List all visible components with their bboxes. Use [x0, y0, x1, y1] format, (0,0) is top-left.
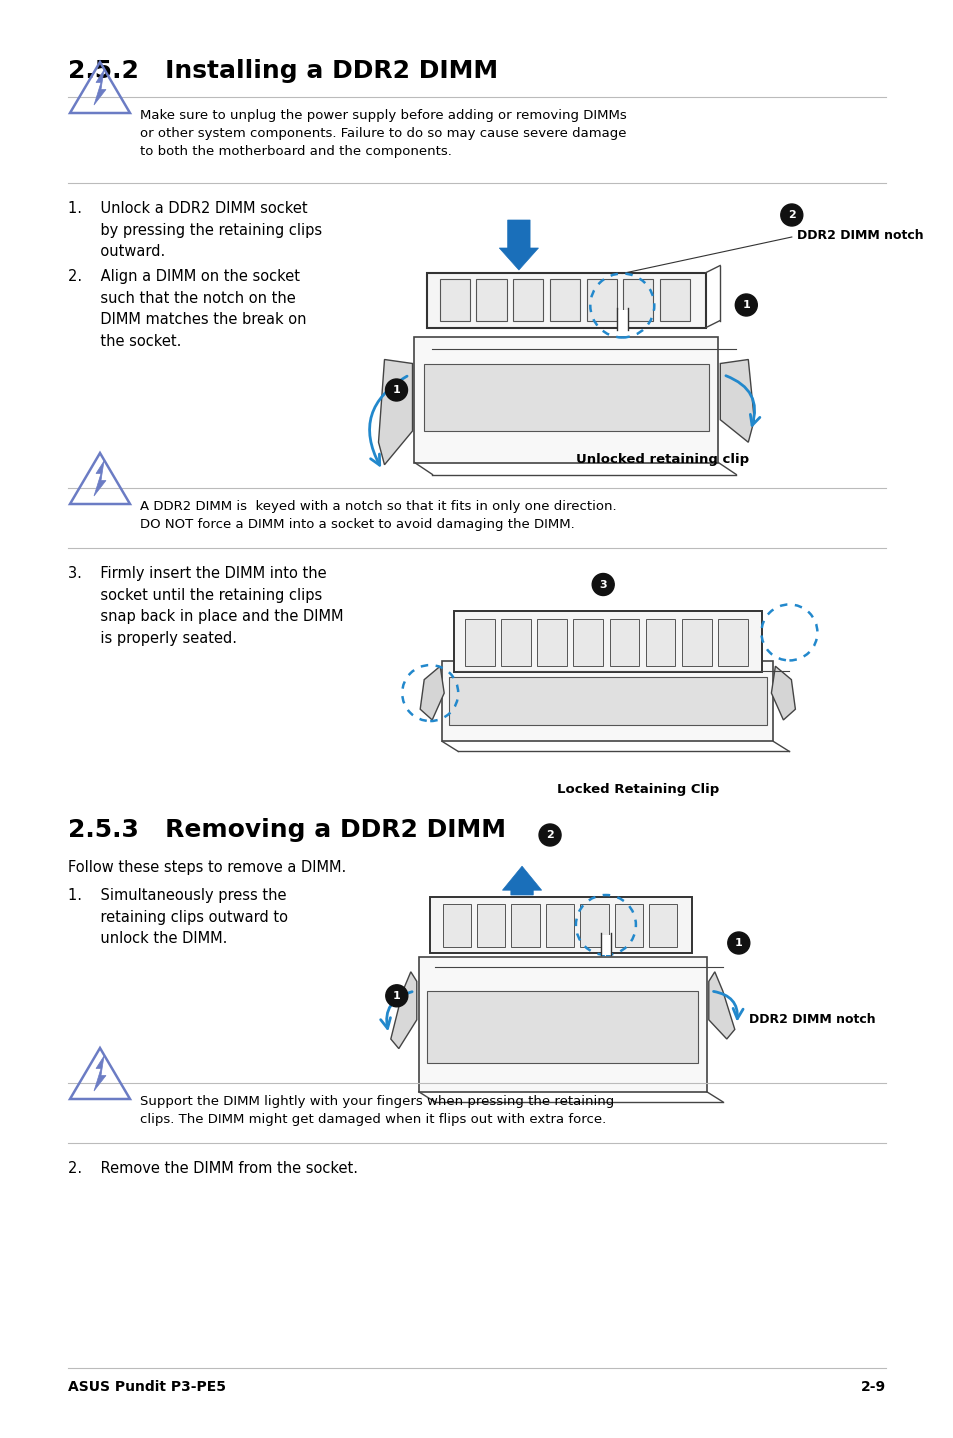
Text: Unlocked retaining clip: Unlocked retaining clip: [576, 453, 748, 466]
Bar: [476, 905, 505, 948]
Bar: [659, 279, 689, 321]
Circle shape: [538, 824, 560, 846]
Polygon shape: [708, 972, 734, 1040]
Polygon shape: [94, 462, 106, 496]
Circle shape: [385, 380, 407, 401]
Polygon shape: [419, 666, 444, 720]
Bar: [476, 279, 506, 321]
Text: 2.    Remove the DIMM from the socket.: 2. Remove the DIMM from the socket.: [68, 1160, 357, 1176]
Polygon shape: [378, 360, 412, 464]
Bar: [549, 279, 579, 321]
Bar: [537, 618, 566, 666]
Circle shape: [727, 932, 749, 953]
Polygon shape: [94, 70, 106, 105]
Text: 2.5.3   Removing a DDR2 DIMM: 2.5.3 Removing a DDR2 DIMM: [68, 818, 505, 843]
Bar: [439, 279, 469, 321]
Text: 1.    Unlock a DDR2 DIMM socket
       by pressing the retaining clips
       ou: 1. Unlock a DDR2 DIMM socket by pressing…: [68, 201, 322, 259]
Bar: [573, 618, 602, 666]
Polygon shape: [502, 866, 541, 894]
Bar: [442, 905, 470, 948]
Bar: [579, 905, 608, 948]
Bar: [614, 905, 642, 948]
Circle shape: [780, 204, 802, 226]
Text: 2: 2: [787, 210, 795, 220]
Text: 1: 1: [393, 991, 400, 1001]
Text: 3.    Firmly insert the DIMM into the
       socket until the retaining clips
  : 3. Firmly insert the DIMM into the socke…: [68, 567, 343, 646]
Bar: [500, 618, 530, 666]
Text: 1: 1: [734, 938, 741, 948]
Bar: [681, 618, 711, 666]
Text: 2.5.2   Installing a DDR2 DIMM: 2.5.2 Installing a DDR2 DIMM: [68, 59, 497, 83]
Bar: [616, 311, 627, 329]
Bar: [545, 905, 574, 948]
Bar: [448, 677, 766, 725]
Text: 1: 1: [741, 301, 749, 311]
Polygon shape: [771, 666, 795, 720]
Bar: [427, 991, 698, 1063]
Text: A DDR2 DIMM is  keyed with a notch so that it fits in only one direction.
DO NOT: A DDR2 DIMM is keyed with a notch so tha…: [140, 500, 616, 531]
Bar: [454, 611, 761, 672]
Polygon shape: [391, 972, 416, 1048]
Text: Follow these steps to remove a DIMM.: Follow these steps to remove a DIMM.: [68, 860, 346, 874]
Text: Support the DIMM lightly with your fingers when pressing the retaining
clips. Th: Support the DIMM lightly with your finge…: [140, 1094, 614, 1126]
Text: DDR2 DIMM notch: DDR2 DIMM notch: [748, 1014, 875, 1027]
Bar: [423, 364, 708, 431]
Bar: [430, 897, 692, 952]
Bar: [600, 935, 611, 955]
Circle shape: [735, 293, 757, 316]
Text: 2-9: 2-9: [860, 1380, 885, 1393]
Bar: [414, 336, 718, 463]
Bar: [464, 618, 494, 666]
Bar: [442, 661, 773, 742]
Polygon shape: [94, 1055, 106, 1091]
Text: Locked Retaining Clip: Locked Retaining Clip: [557, 784, 719, 797]
Bar: [718, 618, 747, 666]
Text: 3: 3: [598, 580, 606, 590]
Bar: [513, 279, 542, 321]
Text: 1: 1: [393, 385, 400, 395]
Text: ASUS Pundit P3-PE5: ASUS Pundit P3-PE5: [68, 1380, 226, 1393]
Text: 2: 2: [546, 830, 554, 840]
Bar: [609, 618, 639, 666]
Bar: [645, 618, 675, 666]
Bar: [418, 958, 706, 1091]
Bar: [622, 279, 653, 321]
Bar: [511, 905, 539, 948]
Bar: [586, 279, 616, 321]
Bar: [648, 905, 677, 948]
Polygon shape: [498, 220, 537, 270]
Text: DDR2 DIMM notch: DDR2 DIMM notch: [796, 229, 923, 242]
Circle shape: [385, 985, 407, 1007]
Bar: [426, 272, 705, 328]
Text: 2.    Align a DIMM on the socket
       such that the notch on the
       DIMM m: 2. Align a DIMM on the socket such that …: [68, 269, 306, 349]
Text: Make sure to unplug the power supply before adding or removing DIMMs
or other sy: Make sure to unplug the power supply bef…: [140, 109, 626, 158]
Text: 1.    Simultaneously press the
       retaining clips outward to
       unlock t: 1. Simultaneously press the retaining cl…: [68, 889, 288, 946]
Circle shape: [592, 574, 614, 595]
Polygon shape: [720, 360, 754, 443]
